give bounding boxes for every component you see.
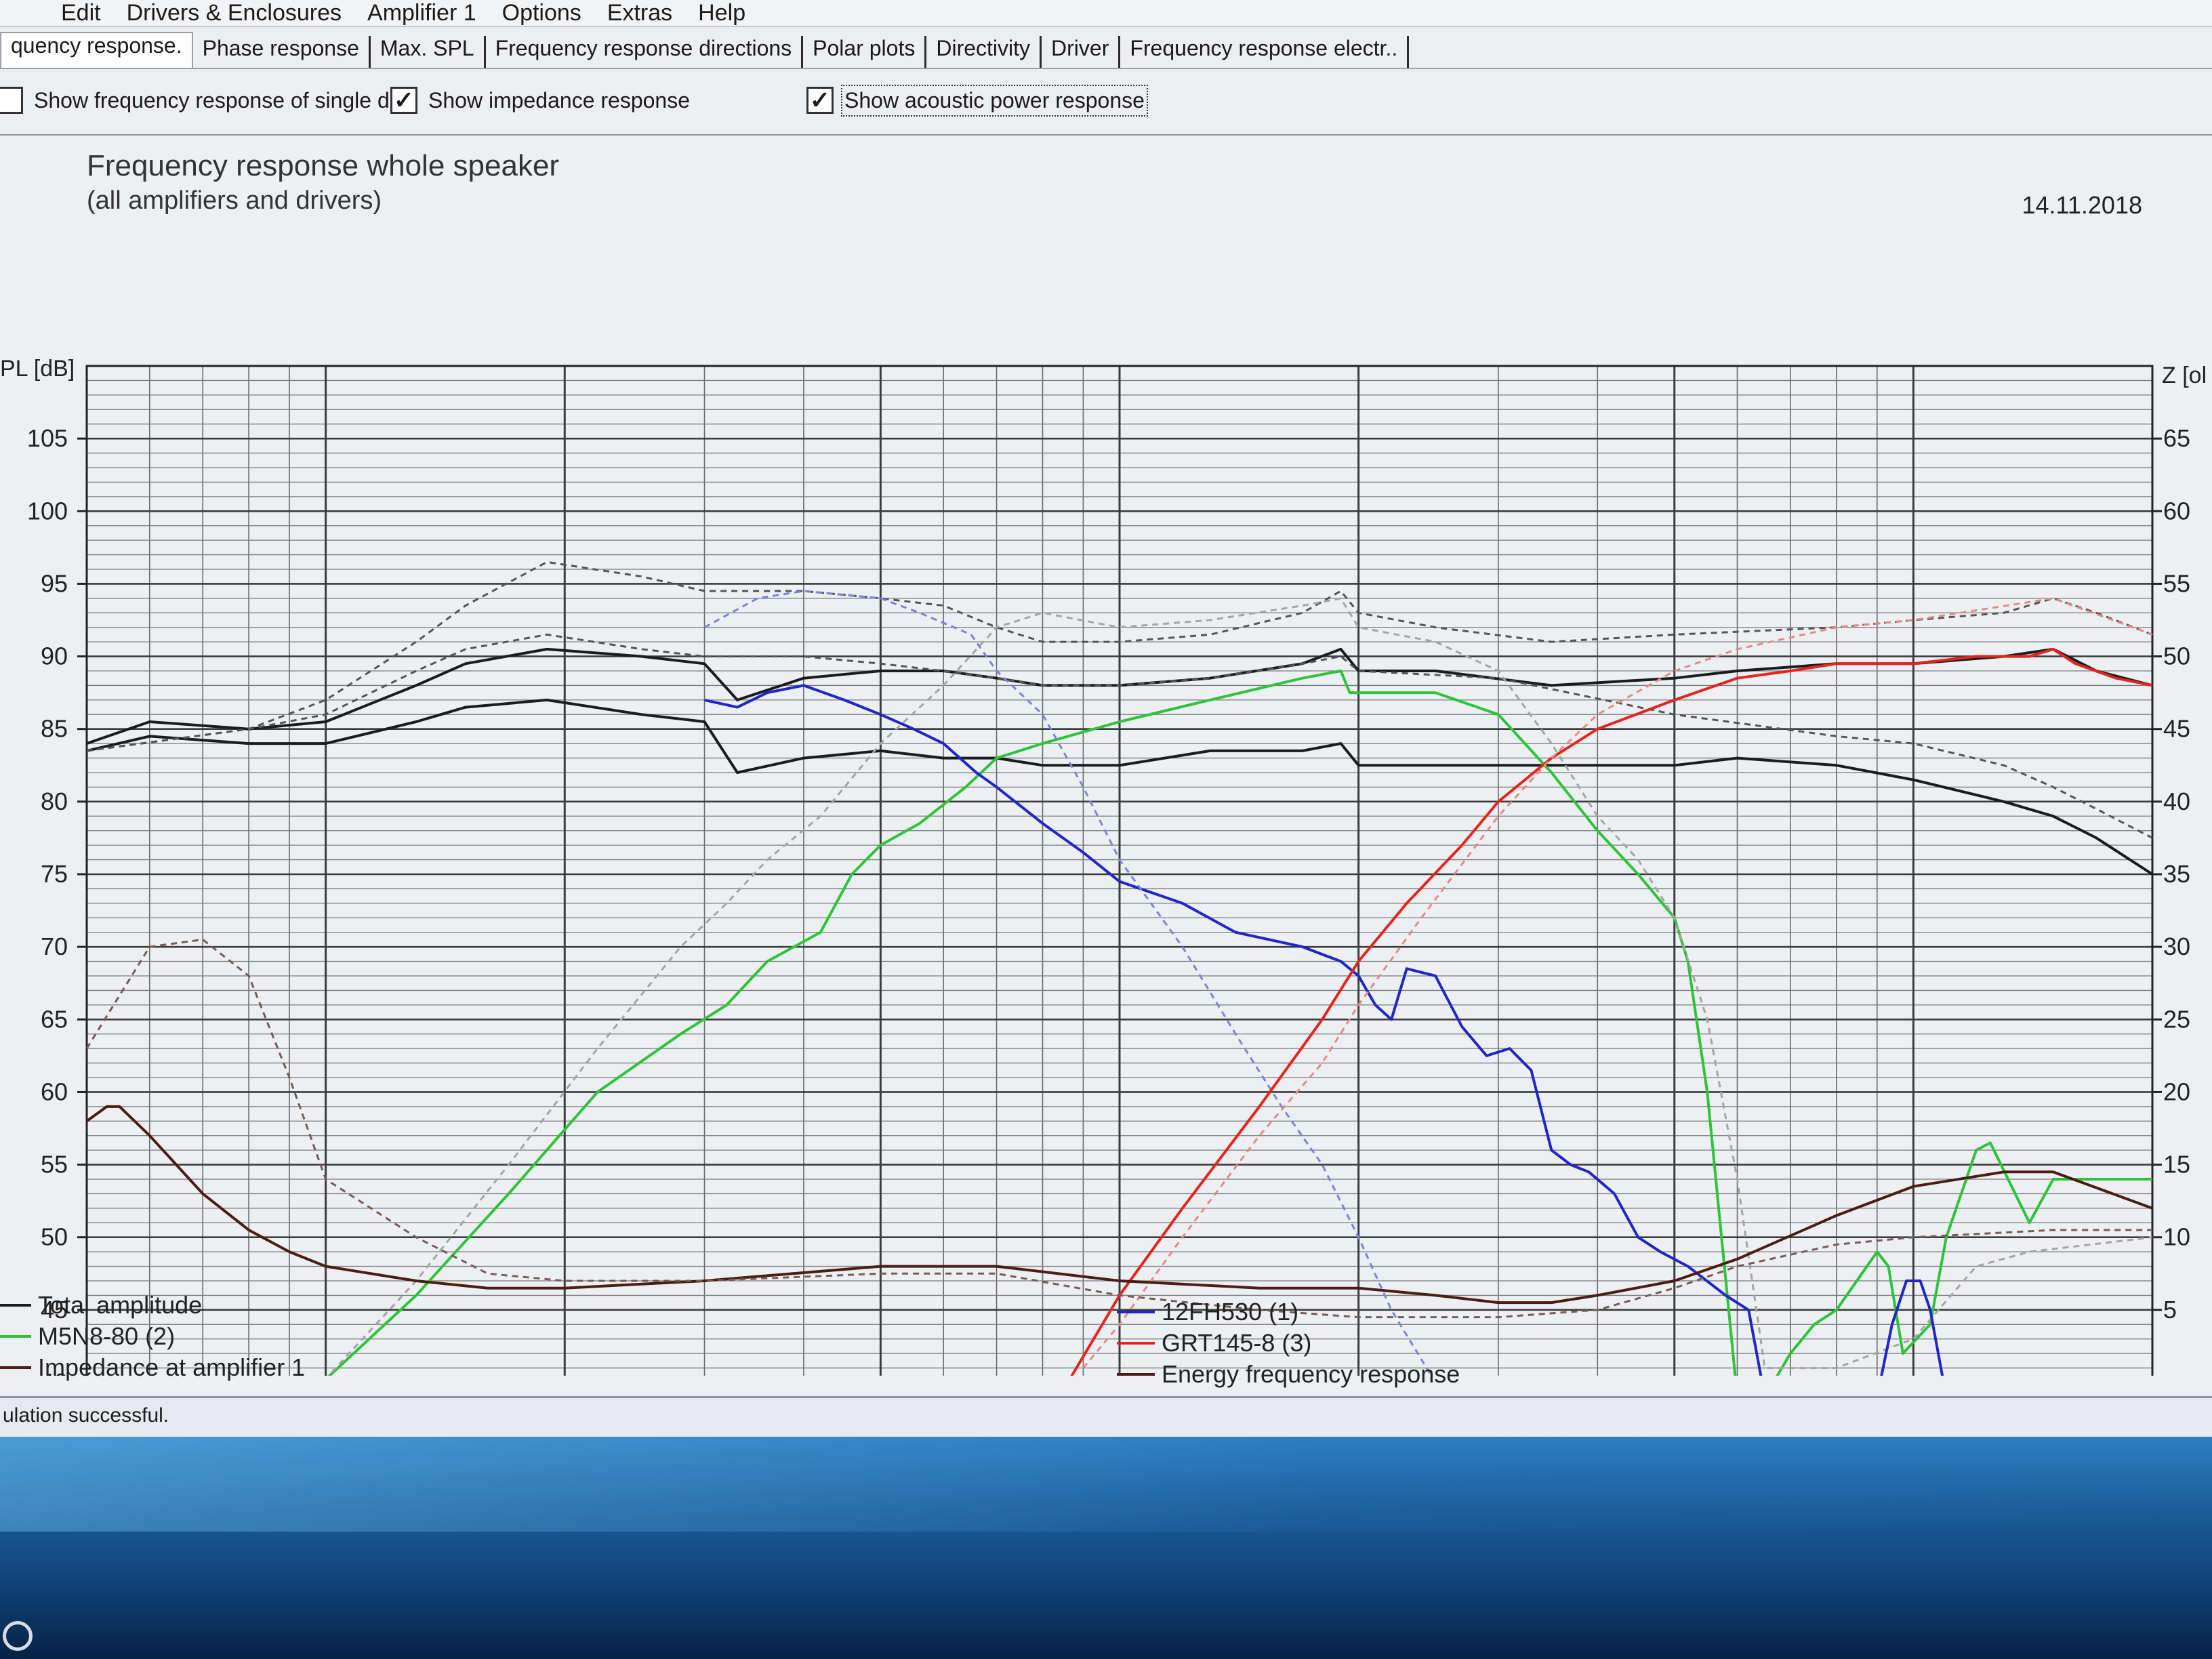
acoustic-power-label: Show acoustic power response xyxy=(841,84,1148,117)
y-axis-label-left: PL [dB] xyxy=(0,356,75,382)
y-tick-label: 40 xyxy=(41,1368,68,1376)
chart-subtitle: (all amplifiers and drivers) xyxy=(87,186,382,215)
y2-tick-label: 45 xyxy=(2163,715,2190,743)
y-tick-label: 85 xyxy=(41,715,68,743)
legend-label: M5N8-80 (2) xyxy=(38,1322,176,1350)
menu-options[interactable]: Options xyxy=(501,0,581,26)
legend-item: 12FH530 (1) xyxy=(1117,1298,1298,1326)
single-driver-option[interactable]: Show frequency response of single driv xyxy=(0,87,413,114)
legend-label: 12FH530 (1) xyxy=(1162,1298,1299,1326)
y2-tick-label: 35 xyxy=(2163,860,2190,888)
y2-tick-label: 10 xyxy=(2163,1223,2190,1251)
legend-item: Total amplitude xyxy=(0,1291,202,1319)
acoustic-power-option[interactable]: ✓ Show acoustic power response xyxy=(806,84,1148,117)
series-line xyxy=(85,1105,2153,1305)
tab-polar-plots[interactable]: Polar plots xyxy=(803,36,927,68)
legend-swatch xyxy=(0,1366,31,1369)
tab-frequency-response-directions[interactable]: Frequency response directions xyxy=(486,36,804,68)
y2-tick-label: 25 xyxy=(2163,1005,2190,1033)
tab-directivity[interactable]: Directivity xyxy=(926,36,1042,68)
frequency-response-chart: 5010020050010002000500010000200004045505… xyxy=(0,356,2207,1376)
menu-bar: Edit Drivers & Enclosures Amplifier 1 Op… xyxy=(0,0,2212,27)
y2-tick-label: 60 xyxy=(2163,497,2190,525)
series-line xyxy=(86,633,2153,839)
tab-frequency-response-electrical[interactable]: Frequency response electr.. xyxy=(1120,36,1410,68)
series-layer xyxy=(85,560,2154,1376)
y-tick-label: 100 xyxy=(27,497,68,525)
start-button-icon[interactable] xyxy=(3,1621,33,1651)
series-line xyxy=(703,590,1433,1376)
y-tick-label: 95 xyxy=(41,569,68,597)
y-tick-label: 55 xyxy=(41,1151,68,1179)
chart-title: Frequency response whole speaker xyxy=(87,149,560,182)
y2-tick-label: 20 xyxy=(2163,1078,2190,1105)
single-driver-checkbox[interactable] xyxy=(0,87,23,114)
legend-label: GRT145-8 (3) xyxy=(1162,1329,1312,1357)
y-tick-label: 90 xyxy=(41,642,68,670)
y-tick-label: 70 xyxy=(41,933,68,960)
legend-swatch xyxy=(0,1304,31,1307)
y-tick-label: 75 xyxy=(41,860,68,888)
legend-swatch xyxy=(1117,1311,1155,1313)
y2-tick-label: 55 xyxy=(2163,569,2190,597)
taskbar xyxy=(0,1437,2212,1659)
impedance-label: Show impedance response xyxy=(428,87,691,112)
y-tick-label: 45 xyxy=(41,1296,68,1324)
tab-max-spl[interactable]: Max. SPL xyxy=(371,36,486,68)
legend-swatch xyxy=(1117,1342,1155,1345)
legend-label: Energy frequency response xyxy=(1162,1360,1460,1388)
legend-swatch xyxy=(1117,1373,1155,1376)
chart-date: 14.11.2018 xyxy=(2022,191,2142,219)
legend-item: M5N8-80 (2) xyxy=(0,1322,175,1351)
y-tick-label: 60 xyxy=(41,1078,68,1105)
tab-phase-response[interactable]: Phase response xyxy=(193,36,371,68)
y2-tick-label: 65 xyxy=(2163,424,2190,452)
legend-label: Impedance at amplifier 1 xyxy=(38,1353,306,1381)
y2-tick-label: 50 xyxy=(2163,642,2190,670)
y-tick-label: 80 xyxy=(41,787,68,815)
menu-help[interactable]: Help xyxy=(698,0,746,26)
status-bar: ulation successful. xyxy=(0,1396,2212,1431)
options-bar: Show frequency response of single driv ✓… xyxy=(0,72,2212,136)
tab-bar: quency response. Phase response Max. SPL… xyxy=(0,28,2212,69)
series-line xyxy=(85,938,2152,1319)
y2-tick-label: 40 xyxy=(2163,787,2190,815)
legend-item: GRT145-8 (3) xyxy=(1117,1329,1311,1357)
series-line xyxy=(1070,647,2153,1376)
legend-swatch xyxy=(0,1335,31,1338)
chart-panel: Frequency response whole speaker (all am… xyxy=(0,136,2212,1410)
y2-tick-label: 15 xyxy=(2163,1151,2190,1179)
menu-edit[interactable]: Edit xyxy=(61,0,101,26)
impedance-checkbox[interactable]: ✓ xyxy=(390,87,417,114)
menu-drivers-enclosures[interactable]: Drivers & Enclosures xyxy=(126,0,342,26)
y2-tick-label: 5 xyxy=(2163,1296,2177,1324)
legend-item: Impedance at amplifier 1 xyxy=(0,1353,305,1382)
impedance-option[interactable]: ✓ Show impedance response xyxy=(390,87,690,114)
series-line xyxy=(327,670,2152,1376)
ticks-layer: 5010020050010002000500010000200004045505… xyxy=(27,424,2190,1376)
y-tick-label: 105 xyxy=(27,424,68,452)
series-line xyxy=(1082,597,2153,1369)
y-tick-label: 50 xyxy=(41,1223,68,1251)
menu-amplifier[interactable]: Amplifier 1 xyxy=(367,0,476,26)
taskbar-glow xyxy=(0,1437,2212,1532)
acoustic-power-checkbox[interactable]: ✓ xyxy=(806,87,834,114)
series-line xyxy=(86,698,2154,876)
tab-driver[interactable]: Driver xyxy=(1042,36,1121,68)
y-tick-label: 65 xyxy=(41,1005,68,1033)
single-driver-label: Show frequency response of single driv xyxy=(34,87,413,112)
legend-item: Energy frequency response xyxy=(1117,1360,1460,1389)
y-axis-label-right: Z [ol xyxy=(2162,363,2207,388)
menu-extras[interactable]: Extras xyxy=(607,0,673,26)
tab-frequency-response[interactable]: quency response. xyxy=(0,32,193,68)
series-line xyxy=(704,684,1944,1376)
legend-label: Total amplitude xyxy=(38,1291,203,1319)
y2-tick-label: 30 xyxy=(2163,933,2190,960)
